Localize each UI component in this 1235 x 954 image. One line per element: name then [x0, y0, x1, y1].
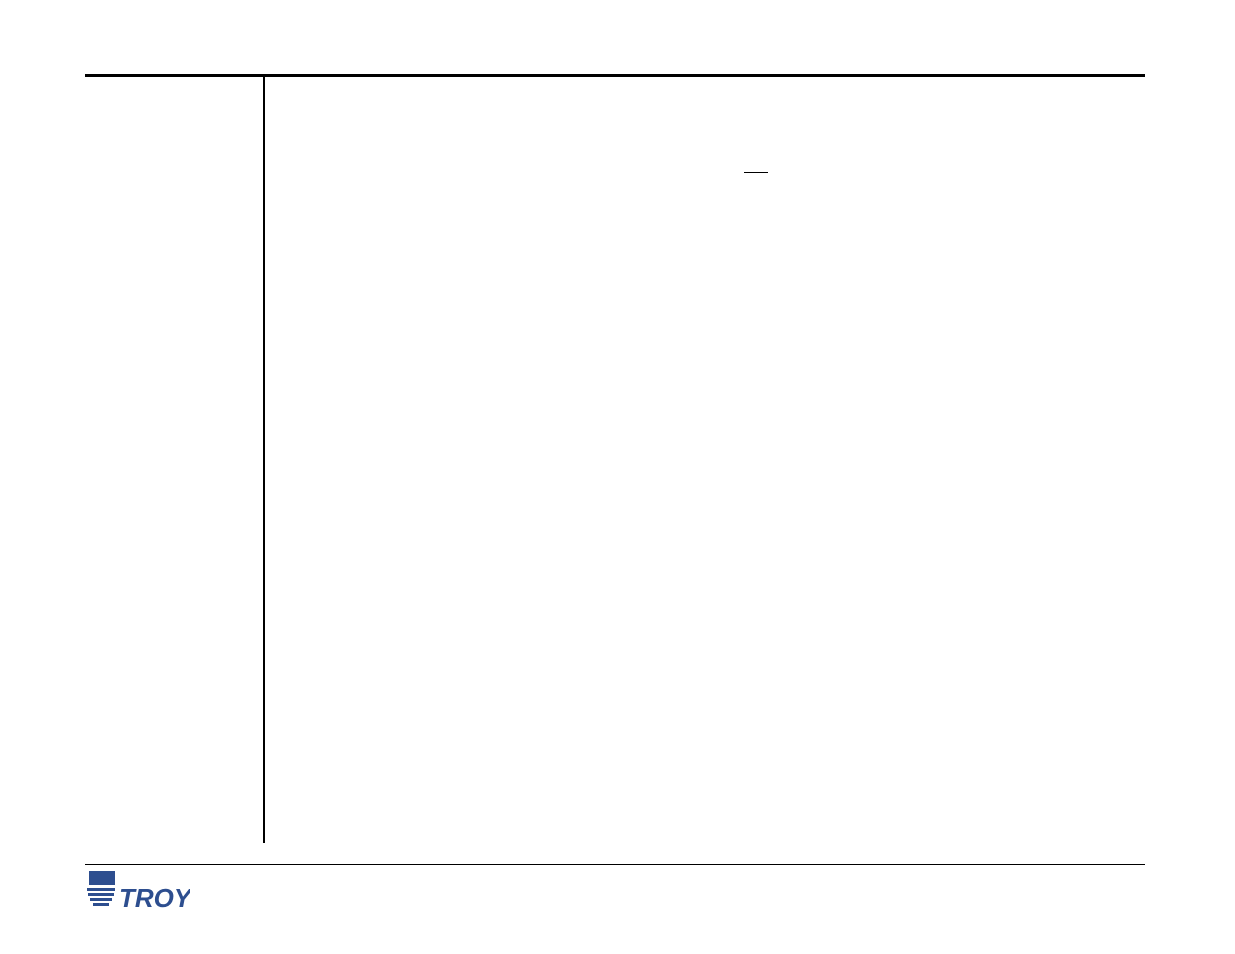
logo-stripes: [87, 888, 115, 906]
troy-logo-svg: TROY: [85, 871, 190, 913]
vertical-divider-rule: [263, 77, 265, 843]
document-frame: [85, 74, 1145, 864]
small-horizontal-mark: [744, 172, 768, 173]
troy-logo: TROY: [85, 871, 190, 913]
logo-semicircle-top: [89, 871, 115, 885]
top-horizontal-rule: [85, 74, 1145, 77]
bottom-horizontal-rule: [85, 864, 1145, 865]
logo-brand-text: TROY: [119, 883, 190, 913]
